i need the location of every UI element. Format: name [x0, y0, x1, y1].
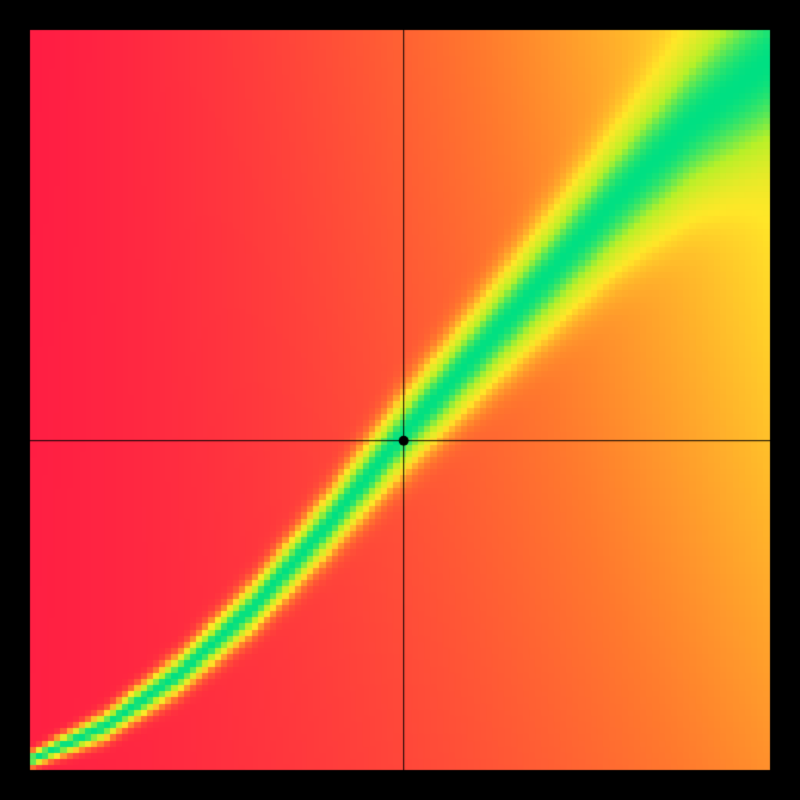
bottleneck-heatmap [0, 0, 800, 800]
chart-container: TheBottleneck.com [0, 0, 800, 800]
